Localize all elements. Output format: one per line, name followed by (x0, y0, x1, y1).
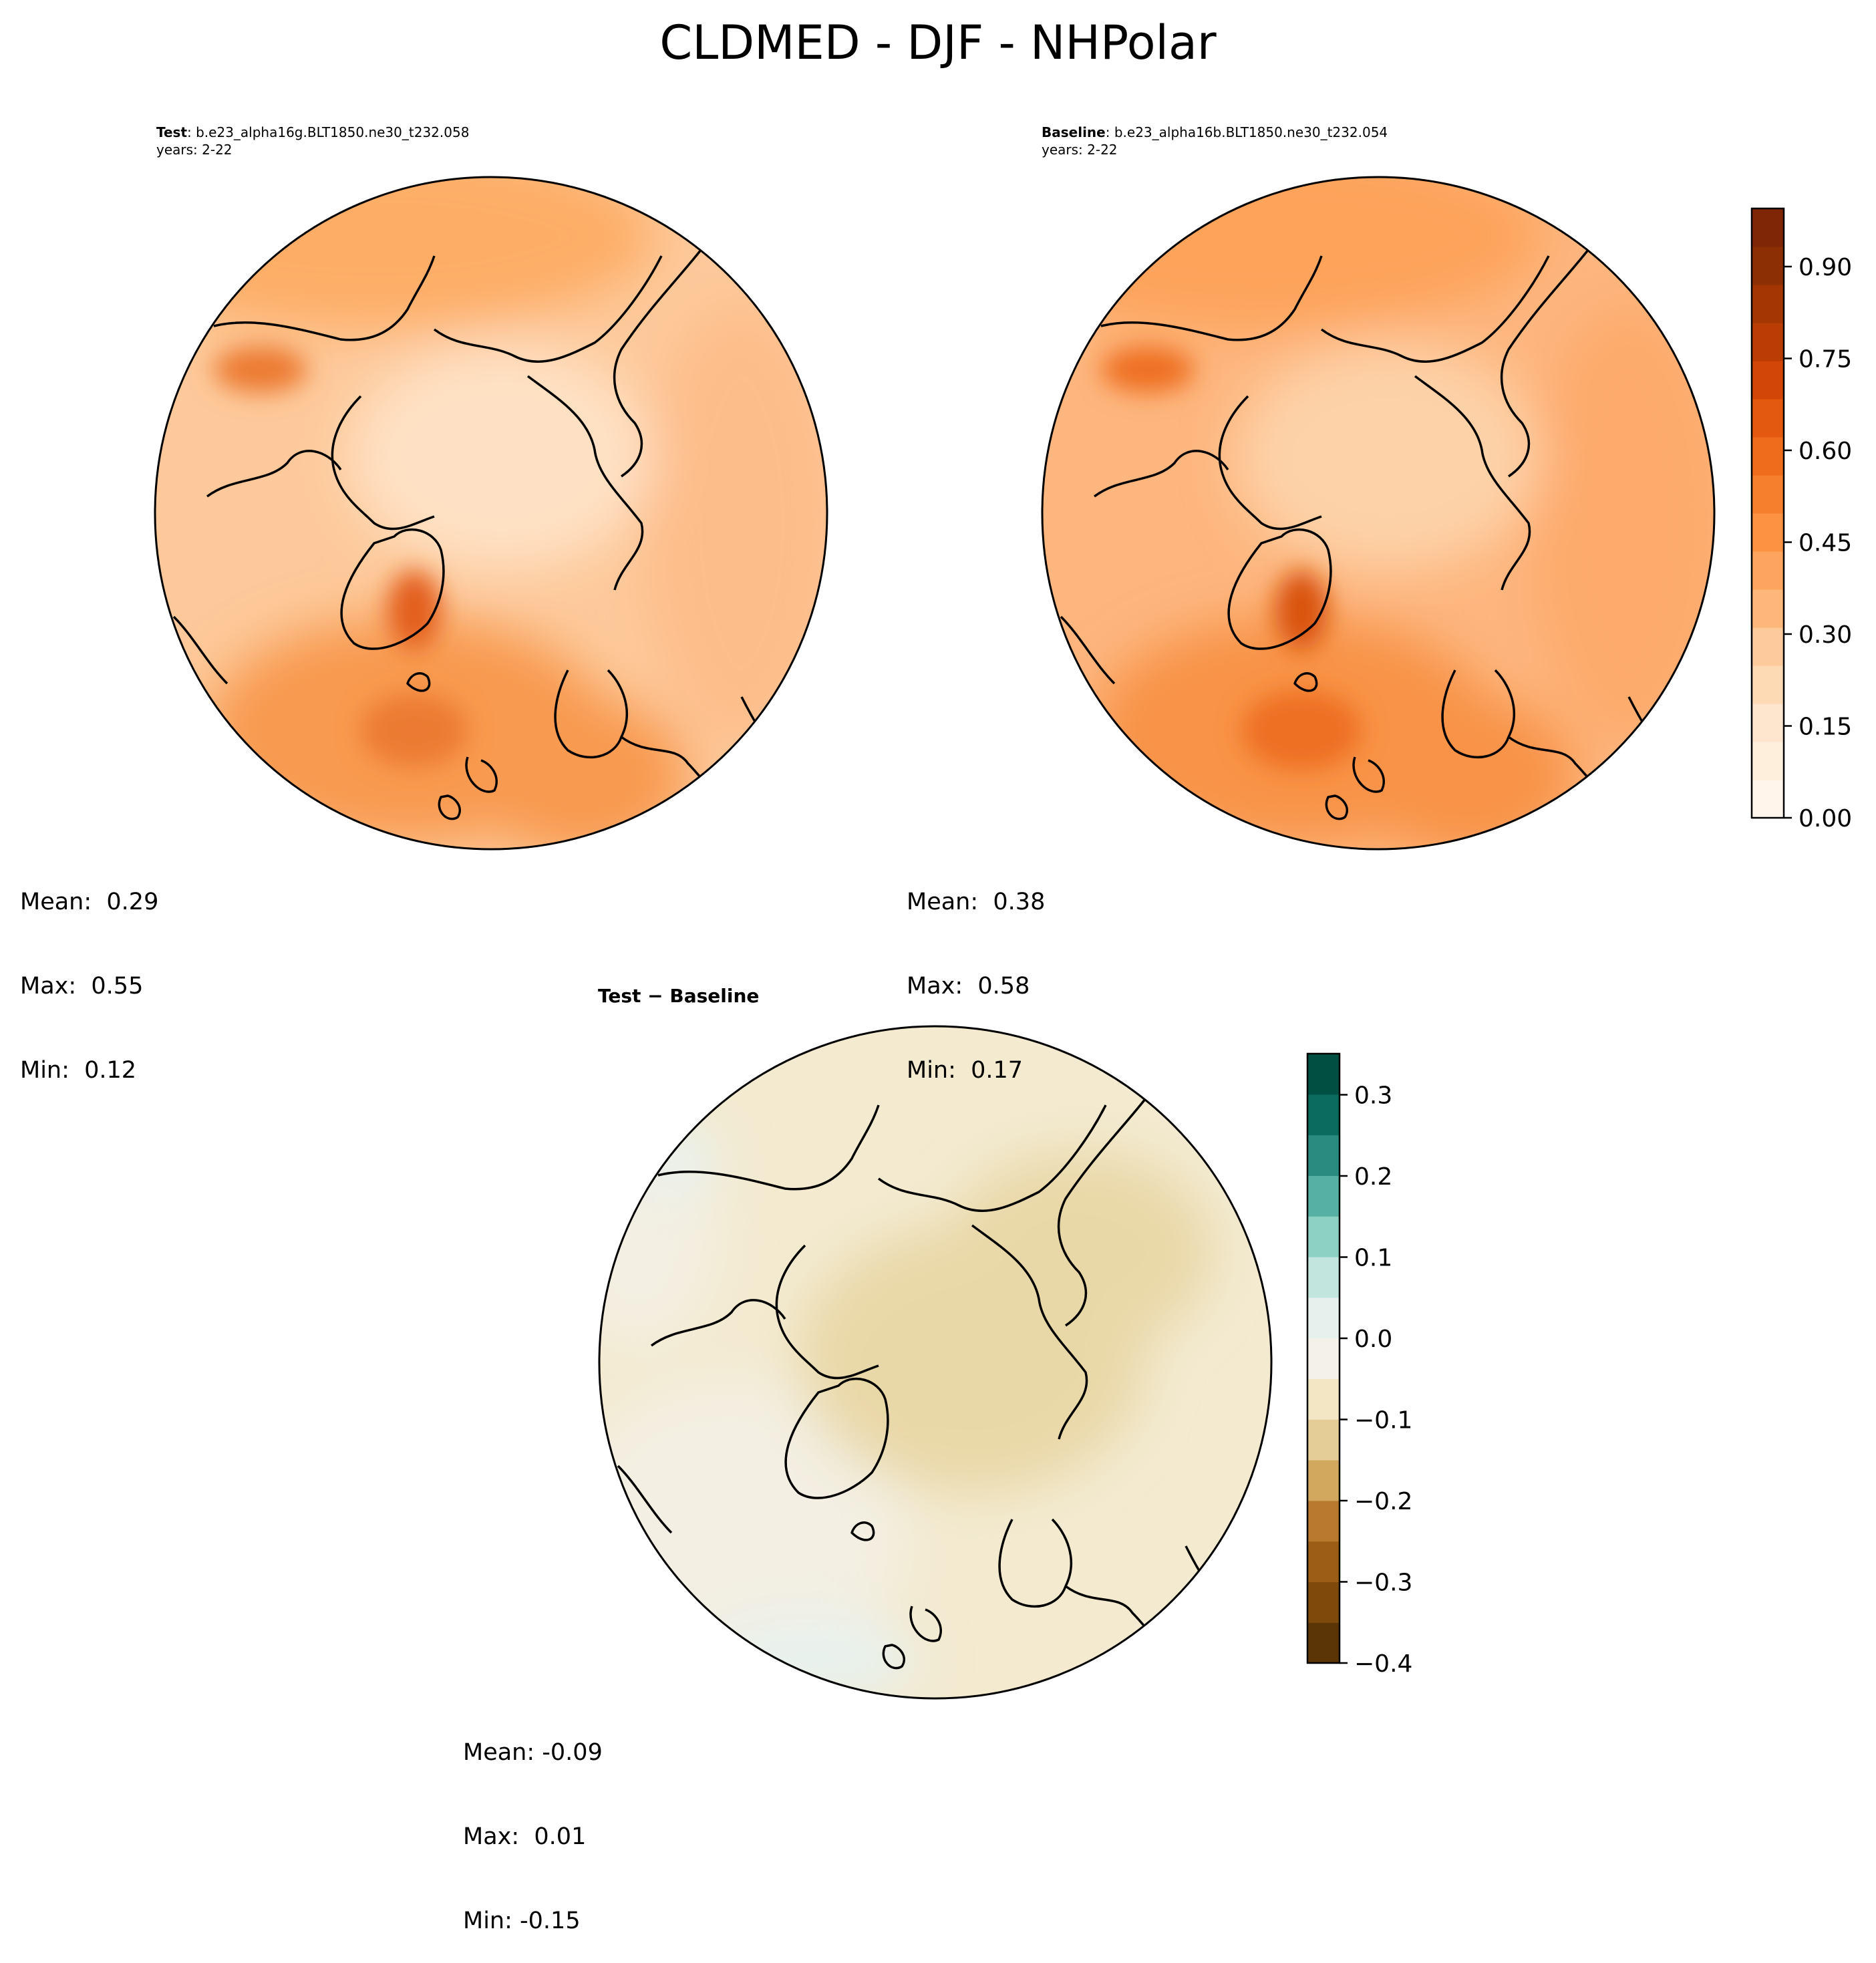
colorbar-tick-label: −0.2 (1354, 1488, 1412, 1515)
baseline-min: Min: 0.17 (907, 1057, 1024, 1084)
colorbar-segment (1307, 1175, 1340, 1217)
test-north-atlantic-peak (361, 694, 468, 767)
colorbar-segment (1307, 1257, 1340, 1298)
test-years: years: 2-22 (156, 142, 232, 158)
figure-title: CLDMED - DJF - NHPolar (659, 15, 1217, 70)
baseline-mean: Mean: 0.38 (907, 889, 1046, 915)
colorbar-tick-label: 0.45 (1799, 530, 1852, 557)
colorbar-tick-label: 0.2 (1354, 1163, 1392, 1191)
colorbar-segment (1307, 1622, 1340, 1664)
baseline-europe-region (1362, 697, 1575, 849)
test-asia-region (641, 303, 827, 744)
baseline-label: Baseline (1042, 124, 1106, 140)
colorbar-segment (1307, 1338, 1340, 1379)
baseline-north-atlantic-peak (1241, 690, 1362, 770)
diff-map-boundary (598, 1025, 1273, 1700)
colorbar-tick-label: 0.60 (1799, 438, 1852, 465)
diff-colorbar: −0.4 −0.3 −0.2 −0.1 0.0 0.1 0.2 0.3 (1306, 1052, 1412, 1678)
diff-mean: Mean: -0.09 (463, 1739, 603, 1766)
test-europe-region (474, 697, 688, 849)
baseline-pacific-band (1042, 177, 1542, 329)
main-colorbar: 0.00 0.15 0.30 0.45 0.60 0.75 0.90 (1750, 207, 1852, 833)
diff-max: Max: 0.01 (463, 1823, 587, 1850)
baseline-map-boundary (1041, 176, 1716, 851)
colorbar-segment (1752, 742, 1784, 780)
test-mean: Mean: 0.29 (20, 889, 159, 915)
test-panel-header: Test: b.e23_alpha16g.BLT1850.ne30_t232.0… (156, 124, 469, 141)
diff-panel-title: Test − Baseline (598, 985, 760, 1007)
baseline-max: Max: 0.58 (907, 973, 1030, 1000)
colorbar-segment (1752, 437, 1784, 476)
colorbar-tick-label: −0.4 (1354, 1650, 1412, 1678)
test-pacific-band (155, 177, 655, 329)
baseline-greenland-peak (1275, 570, 1328, 650)
colorbar-frame (1750, 207, 1785, 819)
colorbar-segment (1752, 551, 1784, 590)
colorbar-segment (1752, 627, 1784, 666)
test-greenland-peak (387, 570, 441, 650)
baseline-years: years: 2-22 (1042, 142, 1118, 158)
test-arctic-region (347, 343, 655, 570)
diff-asia-negative (945, 1152, 1213, 1352)
baseline-asia-region (1529, 303, 1714, 744)
colorbar-tick-label: 0.30 (1799, 621, 1852, 649)
test-polar-map (154, 176, 828, 851)
test-map-boundary (154, 176, 828, 851)
baseline-pacific-peak (1101, 346, 1195, 393)
test-min: Min: 0.12 (20, 1057, 137, 1084)
colorbar-tick-label: 0.75 (1799, 346, 1852, 373)
colorbar-segment (1752, 361, 1784, 400)
test-label: Test (156, 124, 188, 140)
diff-teal-pacific (638, 1125, 718, 1192)
colorbar-segment (1307, 1541, 1340, 1582)
colorbar-segment (1307, 1094, 1340, 1136)
colorbar-segment (1752, 247, 1784, 285)
colorbar-segment (1307, 1500, 1340, 1542)
test-case-name: : b.e23_alpha16g.BLT1850.ne30_t232.058 (187, 124, 470, 140)
diff-stats: Mean: -0.09 Max: 0.01 Min: -0.15 (463, 1682, 603, 1963)
baseline-stats: Mean: 0.38 Max: 0.58 Min: 0.17 (907, 832, 1045, 1112)
test-stats: Mean: 0.29 Max: 0.55 Min: 0.12 (20, 832, 158, 1112)
colorbar-segment (1752, 208, 1784, 247)
colorbar-segment (1752, 665, 1784, 704)
colorbar-segment (1752, 513, 1784, 552)
colorbar-tick-label: 0.90 (1799, 254, 1852, 281)
diff-polar-map (598, 1025, 1273, 1700)
colorbar-segment (1307, 1378, 1340, 1420)
colorbar-segment (1307, 1135, 1340, 1176)
colorbar-segment (1307, 1581, 1340, 1623)
baseline-arctic-region (1235, 343, 1542, 570)
colorbar-segment (1752, 704, 1784, 742)
colorbar-tick-label: 0.3 (1354, 1082, 1392, 1110)
colorbar-tick-label: 0.1 (1354, 1245, 1392, 1272)
colorbar-tick-label: 0.0 (1354, 1326, 1392, 1353)
colorbar-segment (1307, 1460, 1340, 1501)
test-pacific-peak (214, 346, 307, 393)
colorbar-segment (1752, 589, 1784, 628)
baseline-polar-map (1041, 176, 1716, 851)
diff-teal-atlantic (705, 1620, 919, 1698)
test-coastlines (172, 248, 783, 820)
colorbar-segment (1752, 285, 1784, 323)
colorbar-segment (1307, 1297, 1340, 1339)
colorbar-segment (1307, 1419, 1340, 1461)
colorbar-tick-label: −0.3 (1354, 1569, 1412, 1597)
diff-min: Min: -0.15 (463, 1908, 581, 1934)
baseline-case-name: : b.e23_alpha16b.BLT1850.ne30_t232.054 (1105, 124, 1388, 140)
colorbar-segment (1752, 323, 1784, 361)
baseline-panel-header: Baseline: b.e23_alpha16b.BLT1850.ne30_t2… (1042, 124, 1388, 141)
colorbar-frame (1306, 1052, 1341, 1664)
colorbar-tick-label: 0.00 (1799, 805, 1852, 833)
colorbar-segment (1307, 1216, 1340, 1257)
colorbar-segment (1752, 399, 1784, 438)
colorbar-tick-label: −0.1 (1354, 1407, 1412, 1434)
test-max: Max: 0.55 (20, 973, 144, 1000)
colorbar-segment (1752, 780, 1784, 818)
colorbar-segment (1752, 475, 1784, 514)
colorbar-segment (1307, 1054, 1340, 1095)
colorbar-tick-label: 0.15 (1799, 714, 1852, 741)
